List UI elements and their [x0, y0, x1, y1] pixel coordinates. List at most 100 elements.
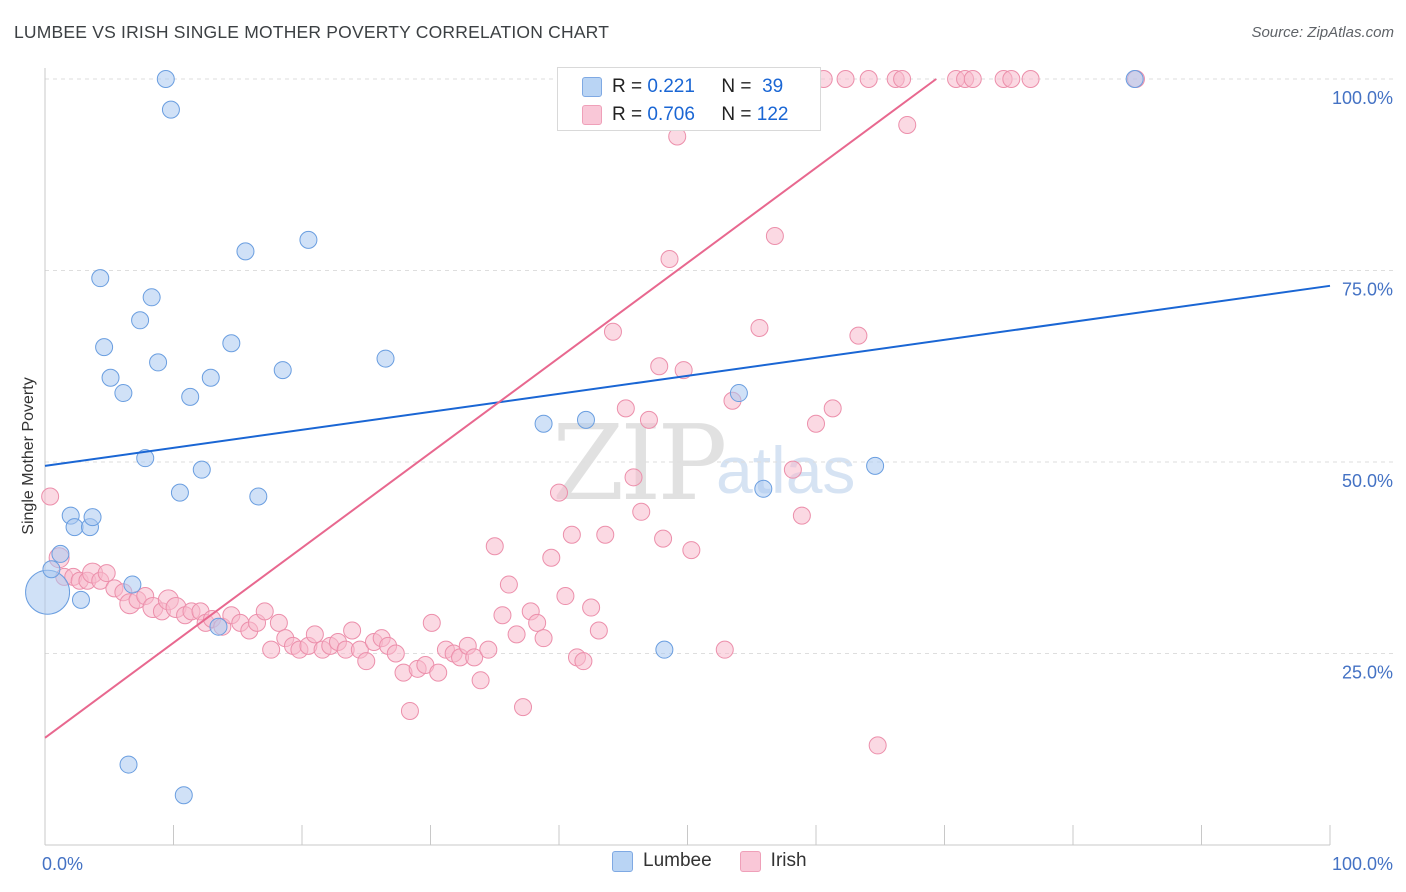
irish-point — [596, 525, 615, 544]
legend-row-lumbee: R = 0.221 N = 39 — [582, 73, 783, 101]
axes — [44, 68, 1331, 846]
lumbee-point — [209, 617, 228, 636]
irish-point — [485, 537, 504, 556]
irish-point — [1021, 70, 1040, 88]
lumbee-point — [376, 349, 395, 368]
stats-legend: R = 0.221 N = 39 R = 0.706 N = 122 — [557, 67, 821, 131]
axis-labels: 25.0% 50.0% 75.0% 100.0% 0.0% 100.0% Single Mo… — [20, 88, 1393, 874]
lumbee-point — [534, 414, 553, 433]
irish-point — [654, 529, 673, 548]
lumbee-point — [114, 384, 133, 403]
lumbee-legend-label: Lumbee — [643, 850, 712, 871]
irish-point — [514, 698, 533, 717]
lumbee-point — [71, 590, 90, 609]
lumbee-point — [142, 288, 161, 307]
irish-swatch — [582, 105, 602, 125]
irish-point — [849, 326, 868, 345]
lumbee-point — [866, 456, 885, 475]
irish-point — [868, 736, 887, 755]
lumbee-point — [174, 786, 193, 805]
irish-point — [792, 506, 811, 525]
y-tick-label: 50.0% — [1342, 471, 1393, 491]
irish-point — [836, 70, 855, 88]
irish-point — [682, 541, 701, 560]
x-tick-label-max: 100.0% — [1332, 854, 1393, 874]
lumbee-point — [222, 334, 241, 353]
source-credit: Source: ZipAtlas.com — [1251, 24, 1394, 41]
irish-trendline — [44, 78, 937, 739]
lumbee-point — [149, 353, 168, 372]
irish-point — [357, 652, 376, 671]
lumbee-point — [83, 508, 102, 527]
irish-point — [499, 575, 518, 594]
irish-point — [255, 602, 274, 621]
irish-point — [715, 640, 734, 659]
irish-point — [589, 621, 608, 640]
irish-point — [893, 70, 912, 88]
legend-row-irish: R = 0.706 N = 122 — [582, 101, 788, 129]
irish-r-label: R = — [612, 104, 643, 125]
lumbee-r-value: 0.221 — [647, 76, 695, 97]
irish-point — [859, 70, 878, 88]
lumbee-point — [123, 575, 142, 594]
x-tick-label-min: 0.0% — [42, 854, 83, 874]
lumbee-n-value: 39 — [762, 76, 784, 97]
lumbee-point — [101, 368, 120, 387]
lumbee-point — [51, 544, 70, 563]
lumbee-point — [95, 338, 114, 357]
irish-point — [429, 663, 448, 682]
irish-point — [1002, 70, 1021, 88]
y-tick-label: 75.0% — [1342, 280, 1393, 300]
lumbee-point — [119, 755, 138, 774]
irish-r-value: 0.706 — [647, 104, 695, 125]
irish-point — [528, 613, 547, 632]
lumbee-point — [42, 560, 61, 579]
lumbee-point — [65, 518, 84, 537]
irish-point — [574, 652, 593, 671]
lumbee-trendline — [44, 284, 1331, 467]
lumbee-point — [655, 640, 674, 659]
gridlines — [45, 78, 1395, 654]
lumbee-point — [136, 449, 155, 468]
irish-point — [262, 640, 281, 659]
lumbee-point — [170, 483, 189, 502]
irish-n-label: N = — [721, 104, 752, 125]
irish-point — [624, 468, 643, 487]
irish-point — [650, 357, 669, 376]
lumbee-point — [729, 384, 748, 403]
irish-point — [963, 70, 982, 88]
irish-point — [305, 625, 324, 644]
lumbee-n-label: N = — [721, 76, 752, 97]
irish-point — [603, 322, 622, 341]
y-axis-label: Single Mother Poverty — [20, 377, 37, 534]
y-tick-label: 25.0% — [1342, 663, 1393, 683]
irish-point — [632, 502, 651, 521]
irish-point — [343, 621, 362, 640]
irish-point — [400, 701, 419, 720]
y-tick-label: 100.0% — [1332, 88, 1393, 108]
irish-point — [639, 410, 658, 429]
irish-point — [507, 625, 526, 644]
irish-point — [41, 487, 60, 506]
series-legend: Lumbee Irish — [612, 850, 835, 872]
irish-point — [534, 629, 553, 648]
irish-point — [493, 606, 512, 625]
irish-point — [465, 648, 484, 667]
irish-point — [898, 115, 917, 134]
irish-point — [660, 250, 679, 269]
irish-points — [41, 70, 1145, 755]
chart-title: LUMBEE VS IRISH SINGLE MOTHER POVERTY CO… — [14, 22, 610, 42]
irish-legend-label: Irish — [770, 850, 807, 871]
lumbee-point — [131, 311, 150, 330]
irish-point — [562, 525, 581, 544]
irish-point — [823, 399, 842, 418]
irish-point — [750, 318, 769, 337]
lumbee-point — [576, 410, 595, 429]
lumbee-swatch — [582, 77, 602, 97]
irish-point — [765, 227, 784, 246]
irish-point — [616, 399, 635, 418]
lumbee-points — [25, 70, 1144, 805]
lumbee-legend-swatch — [612, 850, 633, 872]
irish-point — [582, 598, 601, 617]
